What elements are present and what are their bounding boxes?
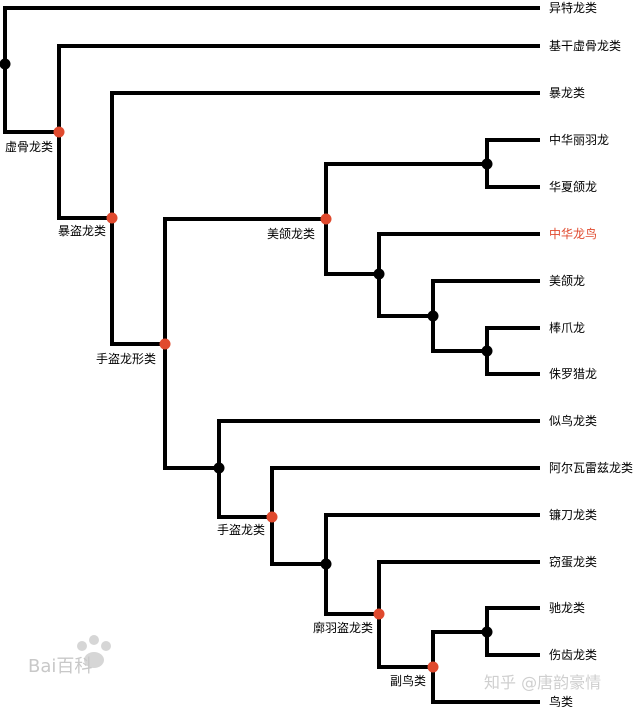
node-maniraptoriformes: [159, 338, 171, 350]
taxon-label: 异特龙类: [549, 0, 597, 15]
taxon-label: 伤齿龙类: [549, 648, 597, 662]
branch-manif-to-compsognathidae: [163, 217, 328, 346]
clade-label-paraves: 副鸟类: [390, 673, 426, 688]
taxon-label-highlighted: 中华龙鸟: [549, 226, 597, 241]
taxon-label: 美颌龙: [549, 273, 585, 288]
node-tyrannoraptora: [106, 212, 118, 224]
node-compso-lower: [373, 268, 385, 280]
clade-label-maniraptora: 手盗龙类: [217, 522, 265, 537]
node-compsognathidae: [320, 213, 332, 225]
taxon-label: 窃蛋龙类: [549, 554, 597, 569]
taxon-label: 似鸟龙类: [549, 413, 597, 428]
clade-label-maniraptoriformes: 手盗龙形类: [96, 351, 156, 366]
node-root: [0, 58, 11, 70]
branch-lines: [3, 6, 540, 704]
taxon-label: 基干虚骨龙类: [549, 39, 621, 53]
taxon-label: 中华丽羽龙: [549, 132, 609, 147]
node-lower-inner: [427, 310, 439, 322]
taxon-labels: 异特龙类 基干虚骨龙类 暴龙类 中华丽羽龙 华夏颌龙 中华龙鸟 美颌龙 棒爪龙 …: [549, 0, 633, 707]
branch-manif-to-lower: [163, 342, 221, 470]
branch-huaxiagnathus: [485, 162, 540, 189]
node-paraves: [427, 661, 439, 673]
branch-juravenator: [485, 349, 540, 376]
taxon-label: 阿尔瓦雷兹龙类: [549, 460, 633, 475]
taxon-label: 暴龙类: [549, 86, 585, 100]
branch-therizinosauria: [324, 513, 540, 566]
branch-compsognathus: [431, 279, 540, 318]
branch-ornithomimosauria: [217, 419, 540, 470]
baidu-watermark: Bai百科: [28, 656, 92, 677]
nodes: [0, 58, 493, 673]
branch-to-pennaraptora-base: [270, 515, 328, 566]
taxon-label: 棒爪龙: [549, 321, 585, 335]
branch-tyr-to-maniraptoriformes: [110, 216, 167, 346]
node-maniraptora: [266, 511, 278, 523]
node-pennaraptora: [373, 608, 385, 620]
branch-to-paraves: [377, 612, 435, 669]
node-compso-upper: [481, 158, 493, 170]
branch-to-pennaraptora: [324, 562, 381, 616]
branch-basal-coelurosaurs: [57, 44, 540, 134]
branch-aves: [431, 665, 540, 704]
taxon-label: 鸟类: [549, 694, 573, 707]
node-pennaraptora-base: [320, 558, 332, 570]
clade-label-compsognathidae: 美颌龙类: [267, 226, 315, 241]
branch-oviraptorosauria: [377, 560, 540, 616]
node-scipionyx-juravenator: [481, 345, 493, 357]
branch-sinosauropteryx: [377, 232, 540, 276]
branch-compso-upper: [324, 162, 489, 221]
taxon-label: 驰龙类: [549, 601, 585, 615]
branch-deinonychosauria: [431, 630, 489, 669]
branch-root-to-coelurosauria: [3, 62, 61, 134]
watermarks: Bai百科 知乎 @唐韵豪情: [28, 635, 601, 692]
taxon-label: 侏罗猎龙: [549, 367, 597, 381]
branch-scipionyx-juravenator: [431, 314, 489, 353]
branch-allosauroidea: [3, 6, 540, 66]
taxon-label: 华夏颌龙: [549, 179, 597, 194]
zhihu-watermark: 知乎 @唐韵豪情: [484, 673, 601, 692]
clade-labels: 虚骨龙类 暴盗龙类 手盗龙形类 美颌龙类 手盗龙类 廓羽盗龙类 副鸟类: [5, 140, 426, 688]
branch-sinocalliopteryx: [485, 138, 540, 166]
clade-label-tyrannoraptora: 暴盗龙类: [58, 223, 106, 238]
node-deinonychosauria: [481, 626, 493, 638]
taxon-label: 镰刀龙类: [549, 507, 597, 522]
branch-lower-inner: [377, 272, 435, 318]
branch-troodontidae: [485, 630, 540, 657]
branch-compso-lower: [324, 217, 381, 276]
branch-alvarezsauroidea: [270, 466, 540, 519]
node-lower-group: [213, 462, 225, 474]
branch-coel-to-tyrannoraptora: [57, 130, 114, 220]
node-coelurosauria: [53, 126, 65, 138]
clade-label-coelurosauria: 虚骨龙类: [5, 140, 53, 154]
baidu-paw-icon: [77, 635, 111, 668]
branch-dromaeosauridae: [485, 606, 540, 634]
branch-scipionyx: [485, 326, 540, 353]
branch-to-maniraptora: [217, 466, 274, 519]
branch-tyrannosauroidea: [110, 91, 540, 220]
clade-label-pennaraptora: 廓羽盗龙类: [313, 620, 373, 635]
